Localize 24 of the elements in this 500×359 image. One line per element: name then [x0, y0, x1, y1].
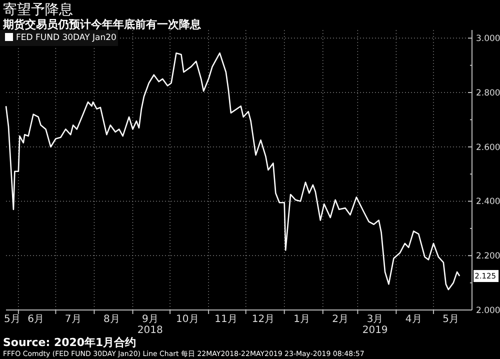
x-tick-label: 5月 — [4, 314, 20, 325]
y-tick-label: 2.200 — [476, 252, 500, 262]
x-tick-label: 12月 — [252, 314, 275, 325]
y-tick-label: 2.000 — [476, 306, 500, 316]
x-tick-label: 6月 — [28, 314, 44, 325]
x-tick-label: 8月 — [103, 314, 120, 325]
chart-subtitle: 期货交易员仍预计今年年底前有一次降息 — [2, 18, 202, 31]
y-tick-label: 3.000 — [476, 34, 500, 44]
x-tick-label: 7月 — [64, 314, 82, 325]
chart-title: 寄望予降息 — [3, 2, 73, 18]
x-tick-label: 4月 — [405, 314, 422, 325]
x-tick-label: 5月 — [442, 314, 460, 325]
y-tick-label: 2.600 — [476, 142, 500, 153]
y-tick-label: 2.400 — [476, 197, 500, 208]
source-note: Source: 2020年1月合约 — [3, 336, 136, 349]
legend-label: FED FUND 30DAY Jan20 — [16, 32, 116, 43]
x-tick-label: 1月 — [294, 314, 310, 325]
x-tick-label: 9月 2018 — [137, 314, 163, 336]
y-tick-label: 2.800 — [476, 88, 500, 98]
line-series — [5, 52, 460, 290]
x-tick-label: 3月 2019 — [362, 314, 388, 336]
x-tick-label: 11月 — [214, 314, 238, 325]
x-tick-label: 10月 — [176, 314, 199, 325]
x-tick-label: 2月 — [332, 314, 348, 325]
